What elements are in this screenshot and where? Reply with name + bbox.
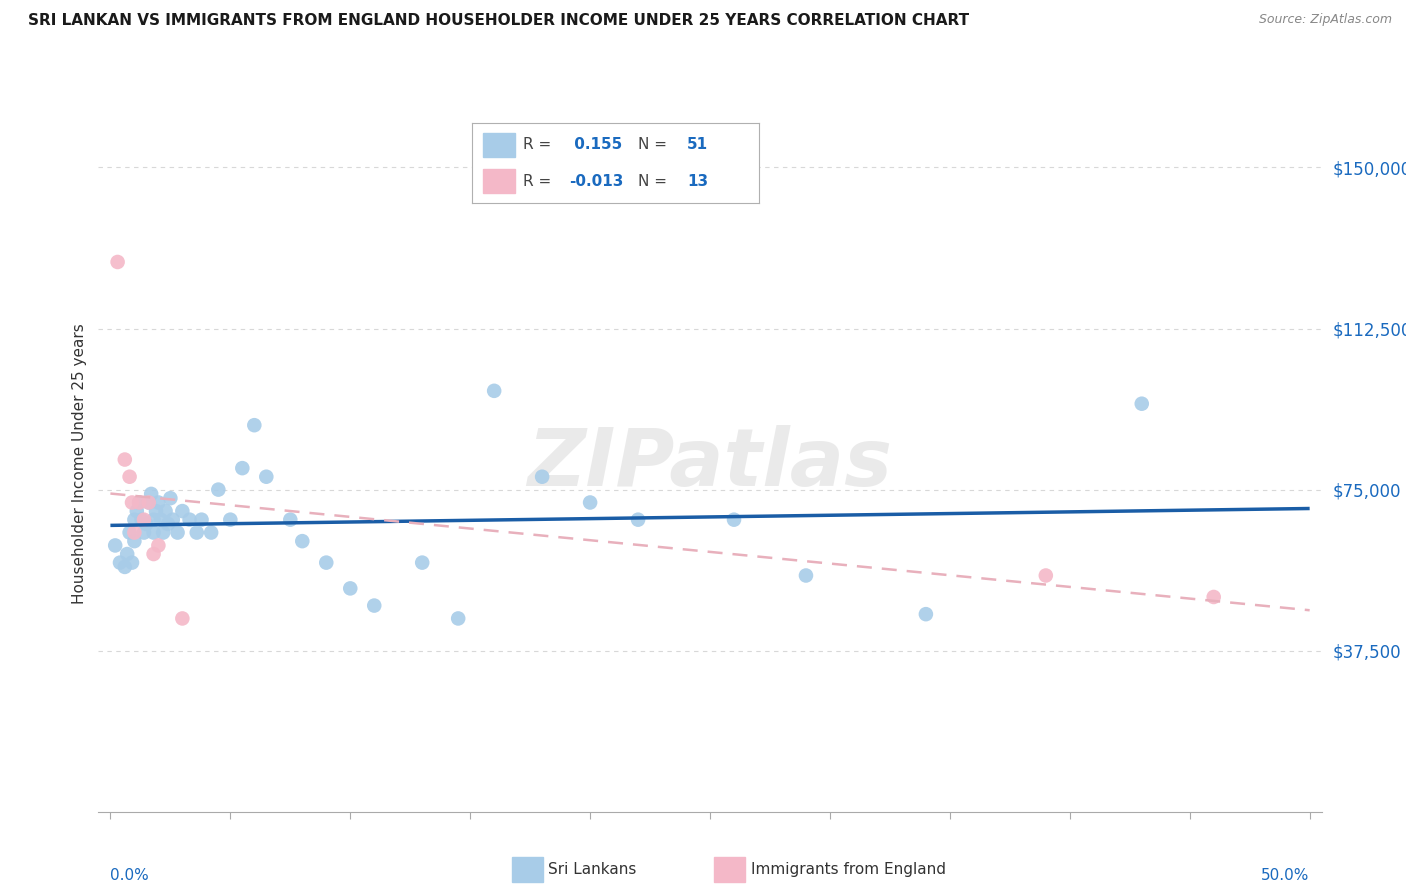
Point xyxy=(219,513,242,527)
Point xyxy=(114,560,136,574)
Point xyxy=(179,513,201,527)
Point xyxy=(190,513,212,527)
Point xyxy=(482,384,505,398)
Point xyxy=(128,495,150,509)
Point xyxy=(121,556,143,570)
Point xyxy=(531,469,554,483)
Bar xyxy=(714,857,745,882)
Point xyxy=(152,525,174,540)
Point xyxy=(172,611,194,625)
Point xyxy=(278,513,301,527)
Point xyxy=(124,525,146,540)
Point xyxy=(166,525,188,540)
Point xyxy=(627,513,650,527)
Point xyxy=(125,504,148,518)
Point xyxy=(156,516,179,531)
Point xyxy=(149,513,172,527)
Point xyxy=(915,607,938,622)
Point xyxy=(138,495,160,509)
Point xyxy=(114,452,136,467)
Point xyxy=(159,491,181,506)
Point xyxy=(124,534,146,549)
Point xyxy=(1035,568,1057,582)
Point xyxy=(121,495,143,509)
Point xyxy=(794,568,817,582)
Point xyxy=(162,513,184,527)
Point xyxy=(148,495,170,509)
Point xyxy=(118,525,141,540)
Point xyxy=(155,504,177,518)
Point xyxy=(315,556,337,570)
Point xyxy=(108,556,131,570)
Point xyxy=(142,525,165,540)
Point xyxy=(145,504,167,518)
Text: SRI LANKAN VS IMMIGRANTS FROM ENGLAND HOUSEHOLDER INCOME UNDER 25 YEARS CORRELAT: SRI LANKAN VS IMMIGRANTS FROM ENGLAND HO… xyxy=(28,13,969,29)
Point xyxy=(1130,397,1153,411)
Text: 0.0%: 0.0% xyxy=(111,868,149,882)
Point xyxy=(186,525,208,540)
Text: Sri Lankans: Sri Lankans xyxy=(548,863,637,877)
Point xyxy=(200,525,222,540)
Text: Source: ZipAtlas.com: Source: ZipAtlas.com xyxy=(1258,13,1392,27)
Point xyxy=(132,513,155,527)
Text: 50.0%: 50.0% xyxy=(1261,868,1309,882)
Point xyxy=(142,513,165,527)
Point xyxy=(118,469,141,483)
Point xyxy=(231,461,253,475)
Point xyxy=(1202,590,1225,604)
Point xyxy=(148,538,170,552)
Point xyxy=(124,513,146,527)
Point xyxy=(339,582,361,596)
Point xyxy=(207,483,229,497)
Point xyxy=(135,516,157,531)
Point xyxy=(447,611,470,625)
Point xyxy=(172,504,194,518)
Point xyxy=(141,487,163,501)
Point xyxy=(363,599,385,613)
Point xyxy=(291,534,314,549)
Point xyxy=(115,547,138,561)
Point xyxy=(128,495,150,509)
Point xyxy=(107,255,129,269)
Point xyxy=(104,538,127,552)
Point xyxy=(243,418,266,433)
Point xyxy=(411,556,433,570)
Point xyxy=(132,525,155,540)
Bar xyxy=(512,857,543,882)
Point xyxy=(254,469,277,483)
Y-axis label: Householder Income Under 25 years: Householder Income Under 25 years xyxy=(72,324,87,604)
Text: Immigrants from England: Immigrants from England xyxy=(751,863,946,877)
Point xyxy=(131,513,153,527)
Point xyxy=(138,495,160,509)
Point xyxy=(579,495,602,509)
Text: ZIPatlas: ZIPatlas xyxy=(527,425,893,503)
Point xyxy=(723,513,745,527)
Point xyxy=(142,547,165,561)
